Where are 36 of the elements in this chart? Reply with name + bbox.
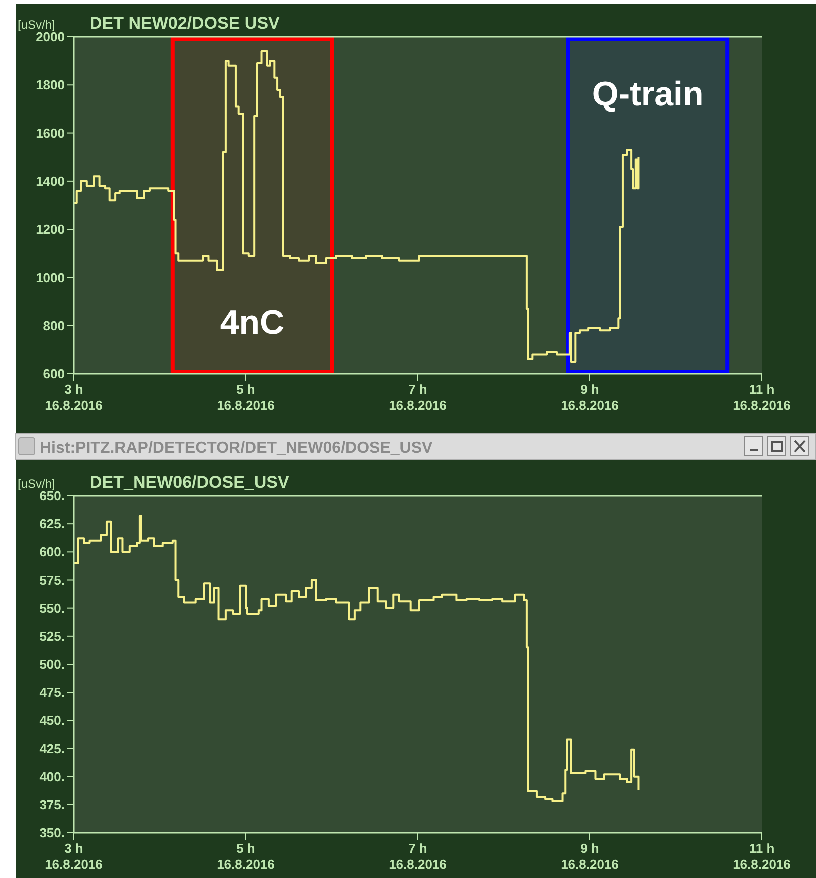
- y-tick-label: 1800: [36, 78, 65, 93]
- y-tick-label: 375.: [40, 797, 65, 812]
- y-tick-label: 625.: [40, 516, 65, 532]
- x-tick-label: 11 h 16.8.2016: [733, 841, 791, 872]
- y-tick-label: 425.: [40, 741, 65, 756]
- y-tick-label: 400.: [40, 769, 65, 784]
- x-tick-label: 3 h 16.8.2016: [45, 382, 103, 413]
- y-tick-label: 450.: [40, 713, 65, 728]
- y-tick-label: 500.: [40, 657, 65, 672]
- x-tick-label: 9 h 16.8.2016: [561, 382, 619, 413]
- chart-title: Hist:PITZ.RAP/DETECTOR/DET_NEW06/DOSE_USV: [40, 440, 433, 457]
- x-tick-label: 5 h 16.8.2016: [217, 382, 275, 413]
- y-tick-label: 600: [43, 366, 65, 382]
- y-axis-title: [uSv/h]: [18, 477, 56, 491]
- y-tick-label: 350.: [40, 826, 65, 841]
- y-tick-label: 575.: [40, 572, 65, 588]
- y-tick-label: 1200: [36, 222, 65, 238]
- y-tick-label: 525.: [40, 628, 65, 644]
- band-label: Q-train: [592, 75, 704, 114]
- y-tick-label: 800: [43, 318, 65, 334]
- x-tick-label: 3 h 16.8.2016: [45, 841, 103, 872]
- y-tick-label: 550.: [40, 600, 65, 616]
- y-tick-label: 475.: [40, 685, 65, 700]
- chart-subtitle: DET_NEW06/DOSE_USV: [90, 473, 290, 492]
- x-tick-label: 9 h 16.8.2016: [561, 841, 619, 872]
- chart-title: DET NEW02/DOSE USV: [90, 14, 281, 33]
- y-tick-label: 1000: [36, 270, 65, 286]
- x-tick-label: 5 h 16.8.2016: [217, 841, 275, 872]
- band-label: 4nC: [220, 304, 285, 342]
- y-axis-title: [uSv/h]: [18, 18, 56, 32]
- x-tick-label: 11 h 16.8.2016: [733, 382, 791, 413]
- y-tick-label: 1600: [36, 126, 65, 141]
- x-tick-label: 7 h 16.8.2016: [389, 841, 447, 872]
- y-tick-label: 600.: [40, 544, 65, 560]
- x-tick-label: 7 h 16.8.2016: [389, 382, 447, 413]
- y-tick-label: 1400: [36, 174, 65, 189]
